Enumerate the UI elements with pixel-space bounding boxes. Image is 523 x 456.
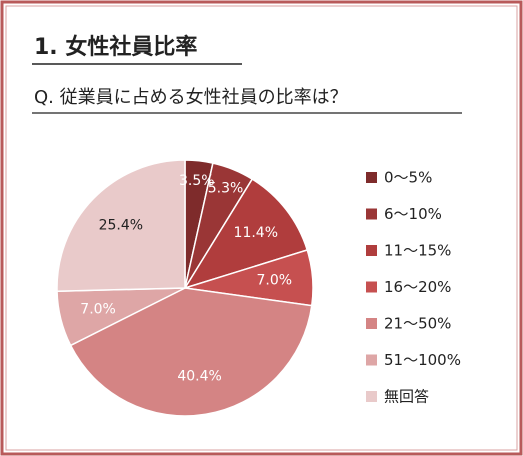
data-label: 40.4% xyxy=(177,368,221,384)
legend-swatch xyxy=(366,208,377,220)
legend-swatch xyxy=(366,172,377,183)
pie-slice xyxy=(56,159,186,292)
legend-swatch xyxy=(366,354,377,366)
legend-label: 6～10% xyxy=(384,205,442,223)
legend-swatch xyxy=(366,245,377,256)
legend-label: 無回答 xyxy=(384,388,429,406)
data-label: 5.3% xyxy=(208,180,244,196)
chart-title: 1. 女性社員比率 xyxy=(34,34,197,60)
legend-label: 0～5% xyxy=(384,169,432,187)
data-label: 7.0% xyxy=(257,273,293,289)
data-label: 3.5% xyxy=(179,173,215,189)
data-label: 7.0% xyxy=(80,302,116,318)
legend-swatch xyxy=(366,391,377,402)
chart-subtitle: Q. 従業員に占める女性社員の比率は？ xyxy=(34,87,348,108)
inner-frame xyxy=(5,5,518,451)
legend-label: 11～15% xyxy=(384,242,451,260)
legend-swatch xyxy=(366,281,377,293)
legend-label: 16～20% xyxy=(384,278,451,296)
legend-label: 21～50% xyxy=(384,315,451,333)
pie-slice xyxy=(69,287,313,417)
data-label: 11.4% xyxy=(234,225,278,241)
pie-slice xyxy=(183,178,309,290)
data-label: 25.4% xyxy=(99,217,143,233)
legend-label: 51～100% xyxy=(384,351,461,369)
legend-swatch xyxy=(366,318,377,329)
